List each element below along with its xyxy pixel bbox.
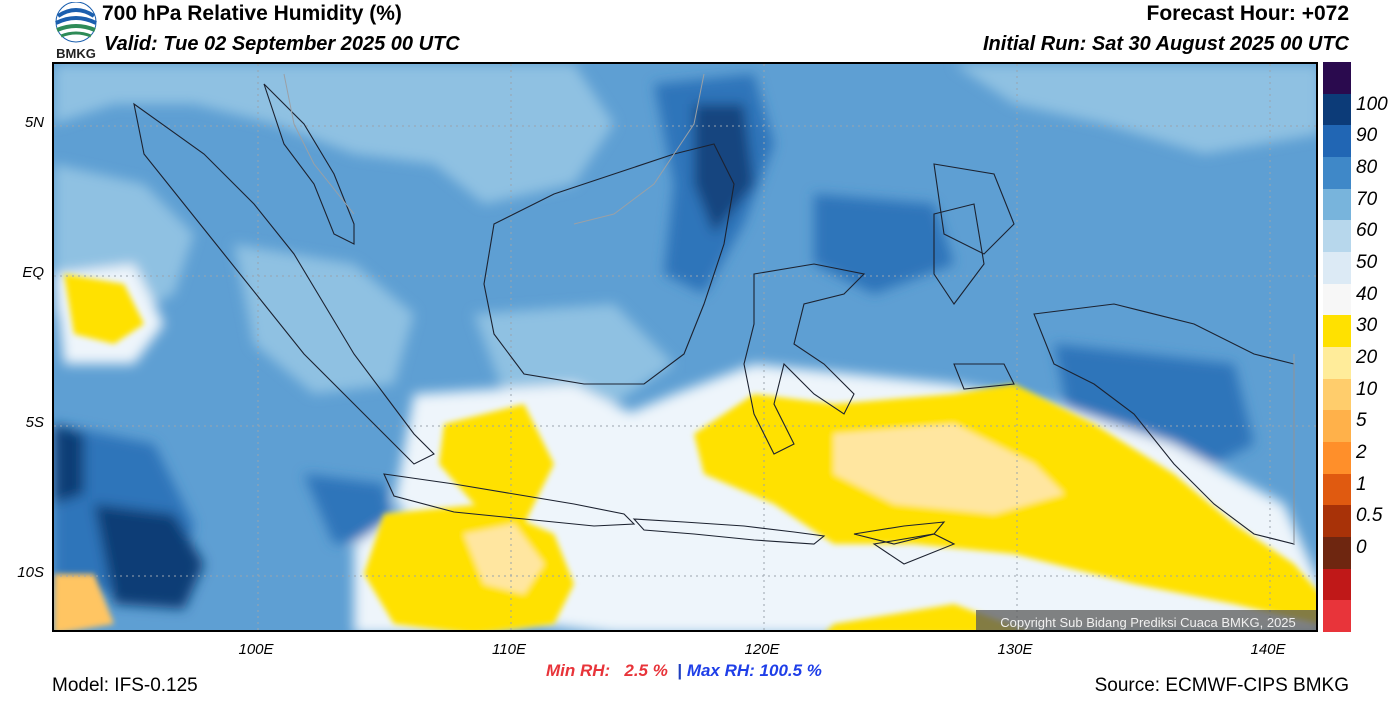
colorbar-segment (1323, 188, 1351, 221)
coastlines (133, 83, 1295, 565)
lon-label-130e: 130E (997, 641, 1033, 658)
colorbar-label: 50 (1356, 252, 1378, 274)
lat-label-10s: 10S (17, 564, 44, 581)
lon-label-140e: 140E (1250, 641, 1286, 658)
colorbar-label: 90 (1356, 125, 1378, 147)
colorbar-segment (1323, 378, 1351, 411)
humidity-map: Copyright Sub Bidang Prediksi Cuaca BMKG… (52, 62, 1318, 632)
source-label: Source: ECMWF-CIPS BMKG (1094, 675, 1349, 696)
colorbar-label: 80 (1356, 157, 1378, 179)
lat-label-eq: EQ (22, 264, 44, 281)
colorbar-segment (1323, 473, 1351, 506)
lon-label-120e: 120E (744, 641, 780, 658)
colorbar-segment (1323, 93, 1351, 126)
forecast-hour: Forecast Hour: +072 (1146, 2, 1350, 25)
colorbar-label: 30 (1356, 315, 1378, 337)
model-label: Model: IFS-0.125 (52, 675, 198, 696)
colorbar-segment (1323, 410, 1351, 443)
colorbar-label: 40 (1356, 283, 1378, 305)
colorbar-label: 10 (1356, 378, 1378, 400)
lat-label-5s: 5S (25, 414, 44, 431)
colorbar-segment (1323, 442, 1351, 475)
colorbar-label: 2 (1356, 442, 1367, 464)
logo-text: BMKG (56, 46, 96, 60)
bmkg-logo: BMKG (52, 1, 100, 61)
colorbar-segment (1323, 125, 1351, 158)
colorbar-label: 60 (1356, 220, 1378, 242)
graticule (54, 64, 1316, 630)
colorbar-label: 1 (1356, 473, 1367, 495)
colorbar-segment (1323, 568, 1351, 601)
colorbar-label: 0 (1356, 537, 1367, 559)
colorbar-segment (1323, 600, 1351, 633)
rh-stats: Min RH: 2.5 % | Max RH: 100.5 % (546, 661, 822, 681)
copyright: Copyright Sub Bidang Prediksi Cuaca BMKG… (1000, 615, 1296, 630)
colorbar (1323, 62, 1351, 633)
valid-time: Valid: Tue 02 September 2025 00 UTC (104, 33, 460, 55)
colorbar-label: 0.5 (1356, 505, 1383, 527)
min-rh: Min RH: 2.5 % (546, 661, 668, 680)
lat-label-5n: 5N (24, 114, 44, 131)
colorbar-segment (1323, 62, 1351, 95)
colorbar-segment (1323, 537, 1351, 570)
colorbar-segment (1323, 347, 1351, 380)
lon-label-100e: 100E (238, 641, 274, 658)
colorbar-segment (1323, 252, 1351, 285)
colorbar-segment (1323, 315, 1351, 348)
colorbar-label: 20 (1356, 347, 1378, 369)
initial-run: Initial Run: Sat 30 August 2025 00 UTC (982, 33, 1349, 55)
colorbar-label: 100 (1356, 93, 1388, 115)
dry-zones (54, 274, 1316, 630)
map-title: 700 hPa Relative Humidity (%) (102, 2, 402, 25)
colorbar-segment (1323, 157, 1351, 190)
stats-separator: | (677, 661, 683, 680)
colorbar-segment (1323, 220, 1351, 253)
colorbar-label: 70 (1356, 188, 1378, 210)
colorbar-label: 5 (1356, 410, 1367, 432)
colorbar-segment (1323, 283, 1351, 316)
max-rh: Max RH: 100.5 % (686, 661, 822, 680)
borders (283, 73, 1295, 544)
lon-label-110e: 110E (492, 641, 526, 658)
colorbar-segment (1323, 505, 1351, 538)
